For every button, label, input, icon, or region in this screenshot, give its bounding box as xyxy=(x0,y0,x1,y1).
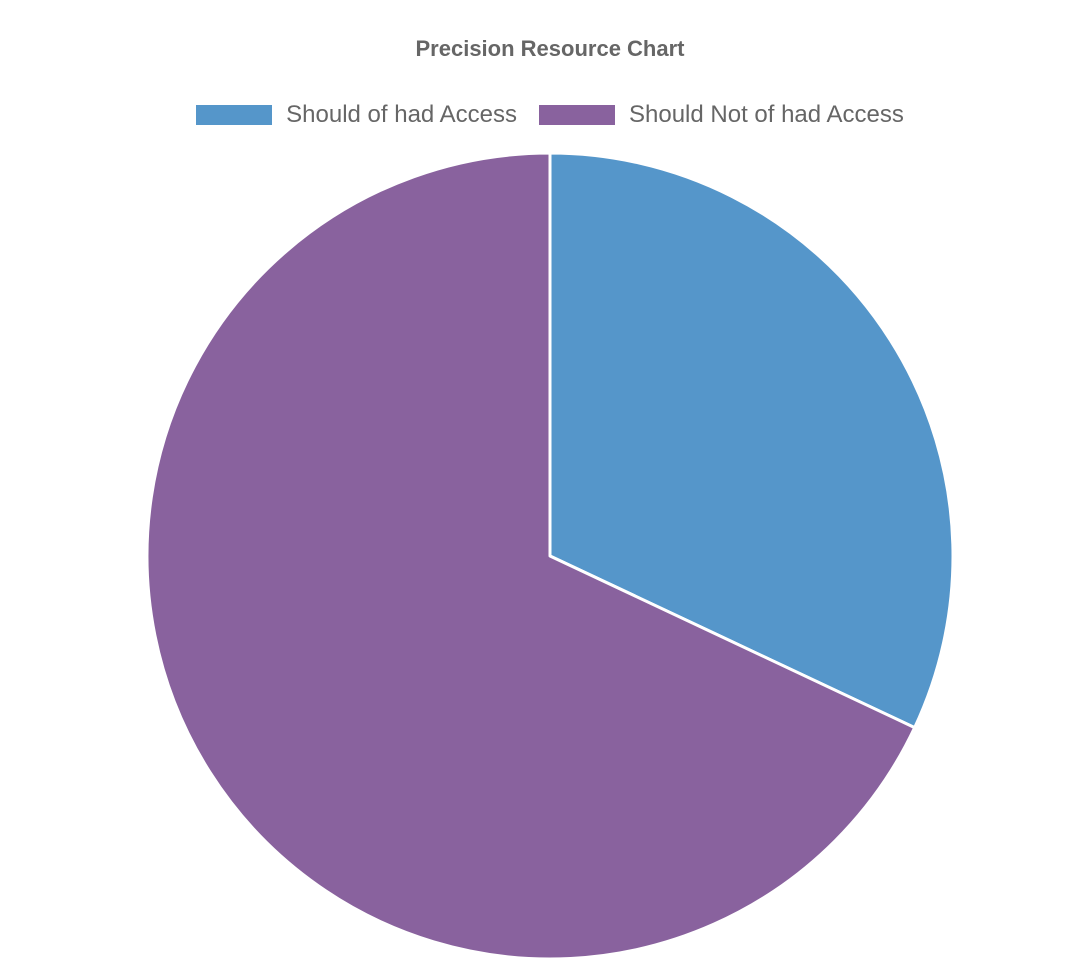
legend-swatch-should-not-have-access xyxy=(538,105,615,125)
chart-title: Precision Resource Chart xyxy=(415,36,685,61)
legend: Should of had Access Should Not of had A… xyxy=(0,101,1088,129)
legend-label-should-have-access: Should of had Access xyxy=(286,101,517,128)
legend-item-should-have-access[interactable]: Should of had Access xyxy=(196,101,517,129)
pie-slice-should-of-had-access[interactable] xyxy=(548,151,955,730)
legend-label-should-not-have-access: Should Not of had Access xyxy=(628,101,904,128)
pie-slice-should-not-of-had-access[interactable] xyxy=(145,151,917,961)
legend-item-should-not-have-access[interactable]: Should Not of had Access xyxy=(538,101,904,129)
legend-swatch-should-have-access xyxy=(196,105,273,125)
